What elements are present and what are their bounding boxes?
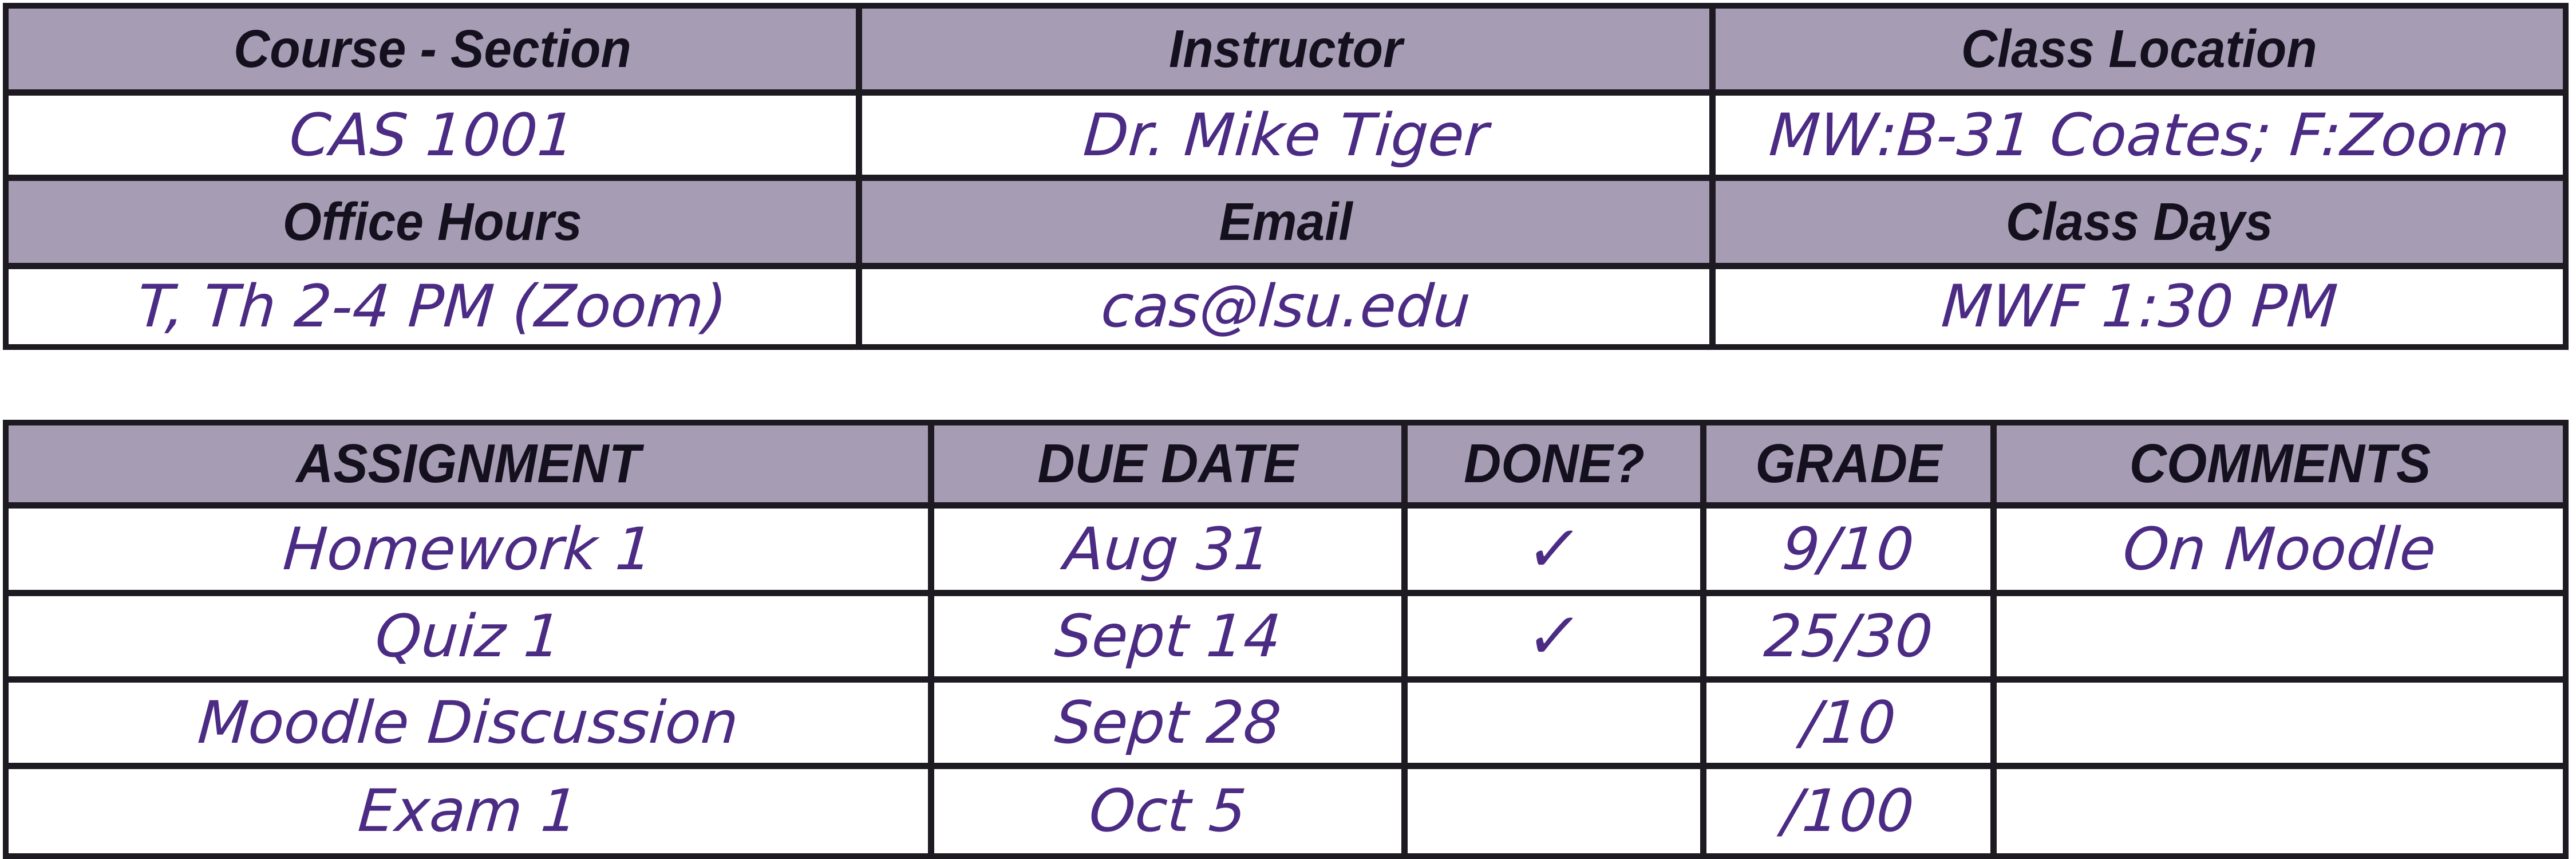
checkmark-icon: ✓ [1522, 512, 1586, 586]
handwritten-value: Moodle Discussion [196, 688, 741, 757]
header-cell-comments: COMMENTS [1997, 425, 2563, 502]
header-cell-done: DONE? [1408, 425, 1700, 502]
header-label: COMMENTS [2129, 433, 2431, 494]
handwritten-value: Dr. Mike Tiger [1081, 101, 1491, 170]
header-cell-class-days: Class Days [1716, 181, 2563, 263]
value-cell-instructor: Dr. Mike Tiger [862, 96, 1709, 175]
assignment-cell: Homework 1 [9, 509, 928, 590]
header-label: DONE? [1463, 433, 1645, 494]
done-cell [1408, 769, 1700, 853]
due-date-cell: Aug 31 [934, 509, 1401, 590]
value-cell-course-section: CAS 1001 [9, 96, 856, 175]
handwritten-value: /10 [1799, 688, 1898, 757]
value-cell-email: cas@lsu.edu [862, 269, 1709, 344]
checkmark-icon: ✓ [1522, 599, 1586, 673]
header-cell-assignment: ASSIGNMENT [9, 425, 928, 502]
handwritten-value: On Moodle [2121, 515, 2439, 584]
grade-cell: /10 [1706, 683, 1990, 763]
header-label: Instructor [1169, 19, 1402, 78]
header-cell-course-section: Course - Section [9, 9, 856, 89]
handwritten-value: MW:B-31 Coates; F:Zoom [1767, 101, 2512, 170]
handwritten-value: 25/30 [1761, 602, 1935, 671]
due-date-cell: Oct 5 [934, 769, 1401, 853]
due-date-cell: Sept 14 [934, 596, 1401, 676]
assignment-cell: Quiz 1 [9, 596, 928, 676]
due-date-cell: Sept 28 [934, 683, 1401, 763]
done-cell: ✓ [1408, 596, 1700, 676]
handwritten-value: Sept 28 [1052, 688, 1283, 757]
value-cell-class-days: MWF 1:30 PM [1716, 269, 2563, 344]
assignment-cell: Exam 1 [9, 769, 928, 853]
done-cell [1408, 683, 1700, 763]
header-label: Class Location [1961, 19, 2317, 78]
value-cell-office-hours: T, Th 2-4 PM (Zoom) [9, 269, 856, 344]
handwritten-value: Aug 31 [1062, 515, 1274, 584]
header-label: Course - Section [233, 19, 631, 78]
handwritten-value: MWF 1:30 PM [1939, 273, 2340, 341]
header-cell-email: Email [862, 181, 1709, 263]
header-cell-due-date: DUE DATE [934, 425, 1401, 502]
assignment-cell: Moodle Discussion [9, 683, 928, 763]
header-label: Email [1219, 192, 1353, 251]
handwritten-value: Oct 5 [1086, 777, 1249, 845]
handwritten-value: Sept 14 [1052, 602, 1283, 671]
done-cell: ✓ [1408, 509, 1700, 590]
grade-cell: 25/30 [1706, 596, 1990, 676]
course-info-table: Course - Section Instructor Class Locati… [3, 3, 2569, 350]
header-cell-instructor: Instructor [862, 9, 1709, 89]
header-label: DUE DATE [1037, 433, 1298, 494]
comments-cell [1997, 683, 2563, 763]
grade-cell: /100 [1706, 769, 1990, 853]
assignment-table: ASSIGNMENT DUE DATE DONE? GRADE COMMENTS… [3, 420, 2569, 859]
header-cell-office-hours: Office Hours [9, 181, 856, 263]
handwritten-value: T, Th 2-4 PM (Zoom) [135, 273, 729, 341]
header-cell-grade: GRADE [1706, 425, 1990, 502]
header-label: Class Days [2005, 192, 2273, 251]
comments-cell [1997, 769, 2563, 853]
handwritten-value: 9/10 [1780, 515, 1917, 584]
handwritten-value: Homework 1 [281, 515, 655, 584]
header-cell-class-location: Class Location [1716, 9, 2563, 89]
grade-cell: 9/10 [1706, 509, 1990, 590]
handwritten-value: cas@lsu.edu [1099, 273, 1473, 341]
comments-cell: On Moodle [1997, 509, 2563, 590]
comments-cell [1997, 596, 2563, 676]
value-cell-class-location: MW:B-31 Coates; F:Zoom [1716, 96, 2563, 175]
header-label: ASSIGNMENT [296, 433, 641, 494]
header-label: GRADE [1755, 433, 1942, 494]
handwritten-value: /100 [1780, 777, 1917, 845]
header-label: Office Hours [282, 192, 582, 251]
handwritten-value: Exam 1 [355, 777, 581, 845]
handwritten-value: CAS 1001 [287, 101, 578, 170]
handwritten-value: Quiz 1 [373, 602, 564, 671]
